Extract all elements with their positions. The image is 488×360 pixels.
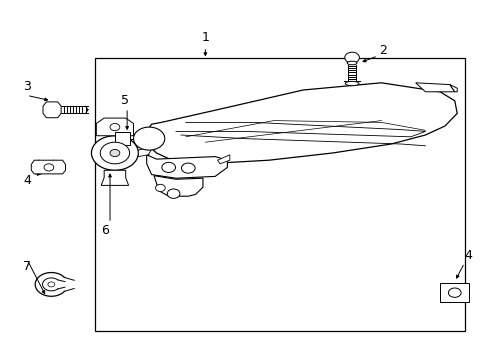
Ellipse shape [346,61,356,65]
Text: 6: 6 [101,224,109,237]
Polygon shape [154,176,203,196]
Circle shape [167,189,180,198]
Bar [115,132,129,145]
Text: 4: 4 [464,249,471,262]
Text: 7: 7 [23,260,31,273]
Circle shape [344,52,359,63]
Circle shape [44,164,54,171]
Circle shape [133,127,164,150]
Circle shape [447,288,460,297]
Circle shape [110,123,120,131]
Circle shape [110,149,120,157]
Text: 1: 1 [201,31,209,44]
Polygon shape [43,102,61,118]
Polygon shape [449,85,456,92]
Polygon shape [31,160,65,174]
Circle shape [48,282,55,287]
Circle shape [91,136,138,170]
Text: 3: 3 [23,80,31,93]
Circle shape [162,162,175,172]
Polygon shape [96,118,133,136]
Text: 2: 2 [378,44,386,57]
Text: 5: 5 [121,94,128,107]
Text: 4: 4 [23,174,31,186]
Polygon shape [415,83,454,92]
Polygon shape [217,155,229,164]
Polygon shape [138,148,151,157]
Polygon shape [146,83,456,164]
Circle shape [100,142,129,164]
Circle shape [181,163,195,173]
Bar [439,283,468,302]
Bar [95,58,464,331]
Polygon shape [101,170,128,185]
Ellipse shape [345,81,358,86]
Circle shape [155,184,165,192]
Polygon shape [146,155,227,178]
